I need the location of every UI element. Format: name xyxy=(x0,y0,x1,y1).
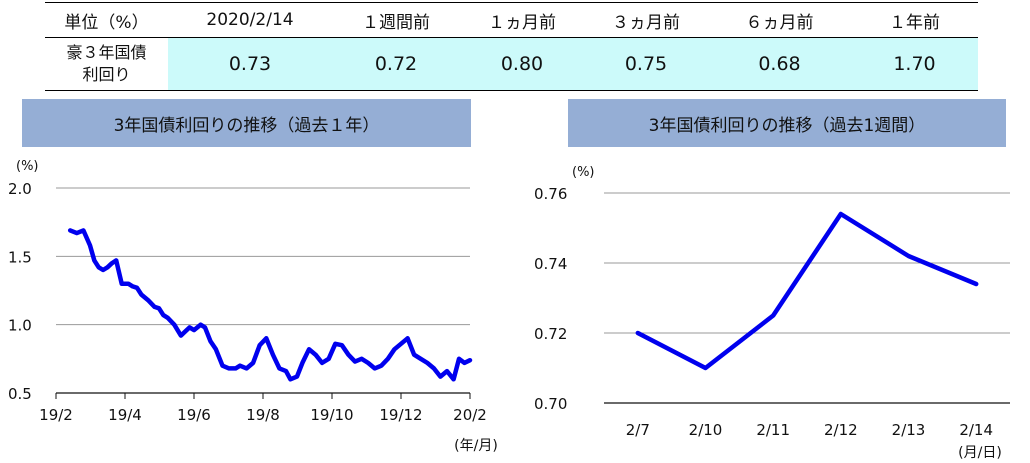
y-tick-label: 1.5 xyxy=(8,248,32,266)
x-tick-label: 19/2 xyxy=(39,406,73,424)
y-axis-unit: (%) xyxy=(16,159,39,174)
y-tick-label: 2.0 xyxy=(8,180,32,198)
column-header: 2020/2/14 xyxy=(168,2,332,38)
x-tick-label: 19/12 xyxy=(379,406,422,424)
table-cell: 1.70 xyxy=(851,37,978,91)
yield-chart-1year: 0.5 1.0 1.5 2.0 (%) 19/2 19/4 19/6 19/8 19/10 19/1… xyxy=(8,159,498,454)
row-label-line: 利回り xyxy=(82,65,131,84)
x-tick-label: 19/10 xyxy=(310,406,353,424)
x-tick-label: 19/4 xyxy=(108,406,142,424)
table-cell: 0.80 xyxy=(460,37,584,91)
chart-title-1year: 3年国債利回りの推移（過去１年） xyxy=(22,99,471,147)
chart-title-1week: 3年国債利回りの推移（過去1週間） xyxy=(568,99,1006,147)
table-cell: 0.75 xyxy=(584,37,708,91)
column-header: ６ヵ月前 xyxy=(708,2,851,38)
x-tick-label: 2/13 xyxy=(892,421,926,439)
table-header-row: 単位（%） 2020/2/14 １週間前 １ヵ月前 ３ヵ月前 ６ヵ月前 １年前 xyxy=(45,2,978,38)
row-label: 豪３年国債 利回り xyxy=(45,37,168,91)
unit-label: 単位（%） xyxy=(45,2,168,38)
x-tick-label: 2/10 xyxy=(689,421,723,439)
x-axis-unit: (年/月) xyxy=(454,438,498,454)
yield-series-line xyxy=(67,228,473,382)
x-tick-label: 2/7 xyxy=(626,421,650,439)
table-cell: 0.68 xyxy=(708,37,851,91)
yield-chart-1week: 0.70 0.72 0.74 0.76 (%) 2/7 2/10 2/11 2/12 2/13 2/… xyxy=(534,165,1010,461)
y-axis-unit: (%) xyxy=(572,165,595,180)
table-cell: 0.72 xyxy=(332,37,460,91)
y-tick-label: 0.74 xyxy=(534,255,567,273)
x-tick-label: 19/8 xyxy=(246,406,280,424)
table-row: 豪３年国債 利回り 0.73 0.72 0.80 0.75 0.68 1.70 xyxy=(45,37,978,91)
y-tick-label: 0.70 xyxy=(534,395,567,413)
column-header: １年前 xyxy=(851,2,978,38)
y-tick-label: 0.5 xyxy=(8,385,32,403)
yield-series-line xyxy=(635,211,979,371)
column-header: １週間前 xyxy=(332,2,460,38)
x-tick-label: 20/2 xyxy=(453,406,487,424)
y-tick-label: 0.72 xyxy=(534,325,567,343)
column-header: １ヵ月前 xyxy=(460,2,584,38)
x-tick-label: 2/12 xyxy=(824,421,858,439)
yield-summary-table: 単位（%） 2020/2/14 １週間前 １ヵ月前 ３ヵ月前 ６ヵ月前 １年前 … xyxy=(45,2,978,91)
column-header: ３ヵ月前 xyxy=(584,2,708,38)
y-tick-label: 1.0 xyxy=(8,317,32,335)
y-tick-label: 0.76 xyxy=(534,185,567,203)
x-tick-label: 19/6 xyxy=(177,406,211,424)
x-tick-label: 2/11 xyxy=(756,421,790,439)
x-tick-label: 2/14 xyxy=(959,421,993,439)
table-cell: 0.73 xyxy=(168,37,332,91)
x-axis-unit: (月/日) xyxy=(958,445,1002,461)
row-label-line: 豪３年国債 xyxy=(66,43,147,62)
